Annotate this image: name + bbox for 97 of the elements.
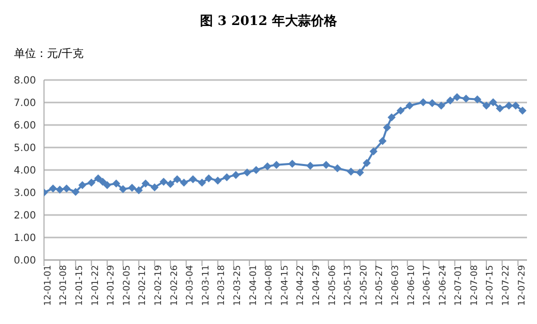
point [150, 183, 159, 192]
point [333, 164, 342, 172]
point [252, 166, 260, 174]
x-tick-label: 12-03-18 [217, 264, 228, 306]
point [512, 102, 520, 110]
y-tick-label: 8.00 [14, 76, 36, 87]
x-tick-label: 12-04-08 [264, 264, 275, 306]
x-tick-label: 12-01-01 [43, 265, 54, 306]
y-tick-label: 6.00 [14, 120, 36, 132]
point [214, 176, 222, 185]
x-tick-label: 12-02-19 [154, 264, 164, 306]
point [388, 113, 396, 122]
x-tick-label: 12-03-25 [232, 265, 243, 306]
point [396, 106, 405, 115]
point [419, 98, 428, 106]
point [134, 186, 143, 194]
x-tick-label: 12-02-05 [122, 265, 132, 306]
point [78, 181, 86, 190]
point [222, 173, 231, 182]
point [437, 102, 446, 110]
x-tick-label: 12-04-22 [296, 265, 306, 306]
point [103, 181, 112, 190]
point [98, 178, 107, 186]
point [453, 93, 462, 102]
x-tick-label: 12-03-04 [186, 264, 196, 306]
x-tick-label: 12-03-11 [201, 265, 212, 306]
x-tick-label: 12-07-01 [454, 265, 464, 306]
y-tick-label: 0.00 [14, 256, 36, 267]
point [128, 184, 136, 192]
x-tick-label: 12-05-20 [359, 264, 370, 306]
point [356, 168, 364, 176]
point [87, 178, 96, 187]
point [142, 180, 150, 188]
y-tick-label: 1.00 [14, 233, 36, 244]
x-tick-label: 12-06-17 [422, 265, 433, 306]
point [383, 123, 392, 132]
point [428, 99, 436, 108]
point [173, 175, 182, 184]
x-tick-label: 12-02-26 [170, 264, 180, 306]
point [473, 95, 482, 104]
x-tick-label: 12-04-29 [312, 264, 322, 306]
point [49, 184, 58, 192]
point [72, 188, 80, 196]
point [198, 178, 206, 187]
point [112, 180, 120, 188]
point [263, 162, 272, 170]
x-tick-label: 12-05-13 [344, 265, 354, 306]
x-tick-label: 12-01-15 [74, 265, 85, 306]
x-tick-label: 12-04-15 [280, 265, 290, 306]
point [446, 96, 454, 104]
point [504, 102, 513, 110]
point [62, 184, 71, 192]
x-tick-label: 12-05-06 [328, 264, 338, 306]
point [406, 102, 414, 110]
point [489, 98, 498, 106]
point [243, 168, 252, 176]
x-tick-label: 12-07-15 [486, 265, 496, 306]
x-tick-label: 12-07-22 [502, 265, 512, 306]
point [288, 160, 296, 168]
x-tick-label: 12-01-08 [59, 264, 70, 306]
point [272, 160, 280, 169]
point [362, 159, 371, 168]
point [462, 94, 470, 103]
point [204, 174, 213, 182]
chart-title: 图 3 2012 年大蒜价格 [199, 13, 338, 30]
point [56, 186, 64, 194]
x-tick-label: 12-06-03 [390, 265, 401, 306]
x-tick-label: 12-07-08 [470, 264, 480, 306]
y-tick-label: 4.00 [14, 166, 36, 177]
point [188, 175, 197, 184]
point [322, 160, 330, 169]
y-tick-label: 5.00 [14, 143, 36, 154]
y-tick-label: 2.00 [14, 210, 36, 222]
y-tick-label: 3.00 [14, 188, 36, 200]
point [94, 174, 102, 182]
point [378, 136, 387, 145]
point [306, 162, 314, 170]
point [518, 106, 526, 115]
x-tick-label: 12-07-29 [517, 264, 528, 306]
x-tick-label: 12-06-10 [406, 264, 417, 306]
y-axis-title: 单位：元/千克 [14, 46, 84, 61]
point [166, 180, 174, 188]
x-tick-label: 12-04-01 [248, 265, 259, 306]
x-tick-label: 12-01-22 [90, 265, 101, 306]
point [160, 178, 168, 186]
point [482, 102, 490, 110]
x-tick-label: 12-05-27 [375, 265, 386, 306]
point [346, 168, 355, 176]
x-tick-label: 12-01-29 [106, 264, 117, 306]
point [370, 147, 378, 156]
point [180, 178, 188, 187]
point [232, 170, 240, 179]
y-tick-label: 7.00 [14, 98, 36, 110]
x-tick-label: 12-02-12 [138, 265, 148, 306]
point [496, 104, 504, 112]
x-tick-label: 12-06-24 [438, 264, 448, 306]
point [118, 185, 127, 194]
